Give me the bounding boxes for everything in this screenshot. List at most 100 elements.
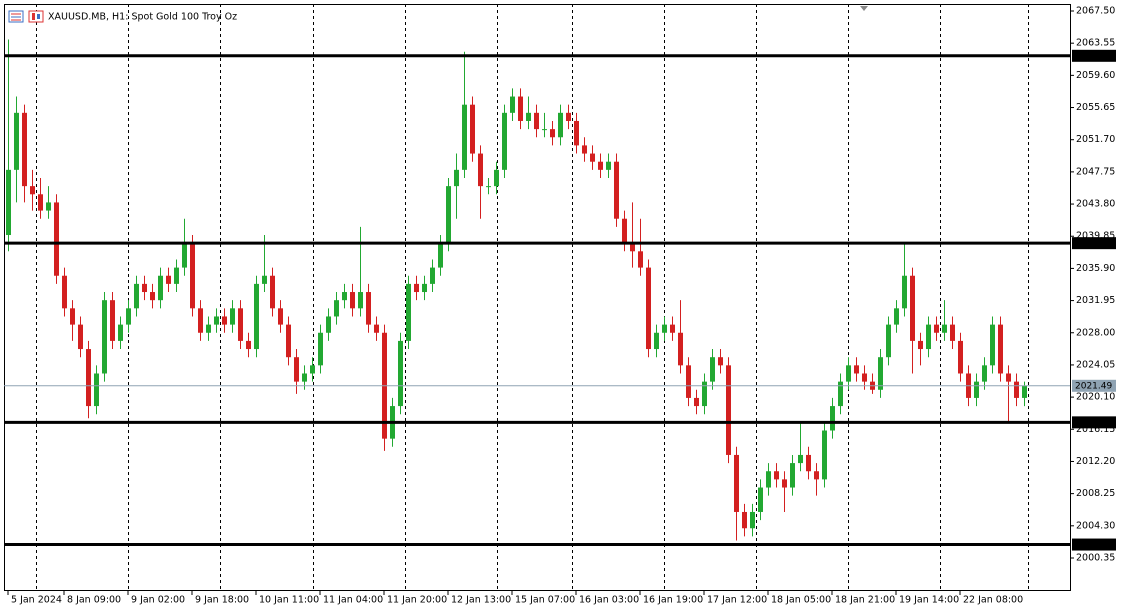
y-tick-label: 2028.00 [1076,327,1115,338]
x-tick-label: 16 Jan 03:00 [579,595,639,606]
candle-body [1014,381,1019,398]
candle-body [1022,385,1027,398]
x-tick-label: 18 Jan 21:00 [835,595,895,606]
candle-body [838,381,843,407]
candle-body [334,300,339,317]
candle-body [142,283,147,293]
candle-body [222,316,227,325]
candle-body [470,104,475,154]
candle-body [158,275,163,301]
candle-body [982,365,987,382]
candle-body [646,267,651,350]
candle-body [262,275,267,284]
candle-body [342,292,347,301]
current-price-label: 2021.49 [1075,381,1112,391]
y-tick-label: 2043.80 [1076,199,1115,210]
candle-body [126,308,131,325]
x-tick-label: 16 Jan 19:00 [643,595,703,606]
candle-body [622,218,627,244]
candle-body [398,340,403,407]
candle-body [286,324,291,358]
y-tick-label: 2035.90 [1076,263,1115,274]
candle-body [766,471,771,488]
level-label-box [1072,49,1116,62]
candle-body [782,479,787,488]
candle-body [526,112,531,121]
candle-body [582,145,587,154]
candle-body [822,430,827,480]
x-tick-label: 19 Jan 14:00 [899,595,959,606]
candle-body [366,292,371,325]
candle-body [150,292,155,301]
candle-body [790,463,795,488]
candle-body [198,308,203,333]
candle-body [774,471,779,480]
candle-body [46,202,51,211]
candle-body [950,324,955,341]
candle-body [694,397,699,407]
candle-body [958,340,963,374]
candle-body [998,324,1003,374]
y-tick-label: 2000.35 [1076,552,1115,563]
candle-body [934,324,939,333]
candle-body [374,324,379,333]
candle-body [486,186,491,188]
candle-body [246,340,251,350]
candle-body [70,308,75,325]
candle-body [926,324,931,350]
candle-body [734,454,739,512]
candle-body [358,292,363,309]
candle-body [678,332,683,366]
candle-body [118,324,123,341]
candle-body [574,120,579,146]
candle-body [446,186,451,244]
candle-body [350,292,355,309]
candle-body [206,324,211,333]
candle-body [214,316,219,325]
candle-body [454,169,459,187]
candle-body [62,275,67,309]
candle-body [830,406,835,431]
candle-body [166,275,171,284]
level-label: 2002.00 [1075,540,1112,550]
candle-body [942,324,947,333]
level-label: 2017.00 [1075,418,1112,428]
candle-body [174,267,179,284]
candle-body [502,112,507,170]
y-tick-label: 2055.65 [1076,102,1115,113]
candle-body [78,324,83,350]
candle-body [878,357,883,390]
x-tick-label: 8 Jan 09:00 [67,595,121,606]
candle-body [662,324,667,333]
x-tick-label: 5 Jan 2024 [11,595,62,606]
candle-body [990,324,995,366]
shift-marker [860,6,868,11]
candle-body [518,96,523,121]
y-tick-label: 2059.60 [1076,70,1115,81]
y-tick-label: 2039.85 [1076,231,1115,242]
candle-body [238,308,243,341]
candle-body [742,511,747,529]
y-tick-label: 2024.05 [1076,359,1115,370]
y-tick-label: 2031.95 [1076,295,1115,306]
candle-body [310,365,315,374]
y-tick-label: 2063.55 [1076,38,1115,49]
candle-body [254,283,259,350]
level-label: 2039.00 [1075,239,1112,249]
candle-body [910,275,915,341]
candle-body [318,332,323,366]
candle-body [862,373,867,382]
y-tick-label: 2008.25 [1076,488,1115,499]
level-label-box [1072,237,1116,250]
candle-body [102,300,107,374]
candle-body [758,487,763,512]
candle-body [478,153,483,187]
candle-body [590,153,595,162]
candle-body [750,511,755,529]
candle-body [430,267,435,284]
candle-body [686,365,691,398]
current-price-box [1072,379,1116,392]
y-tick-label: 2012.20 [1076,456,1115,467]
candle-body [38,194,43,211]
